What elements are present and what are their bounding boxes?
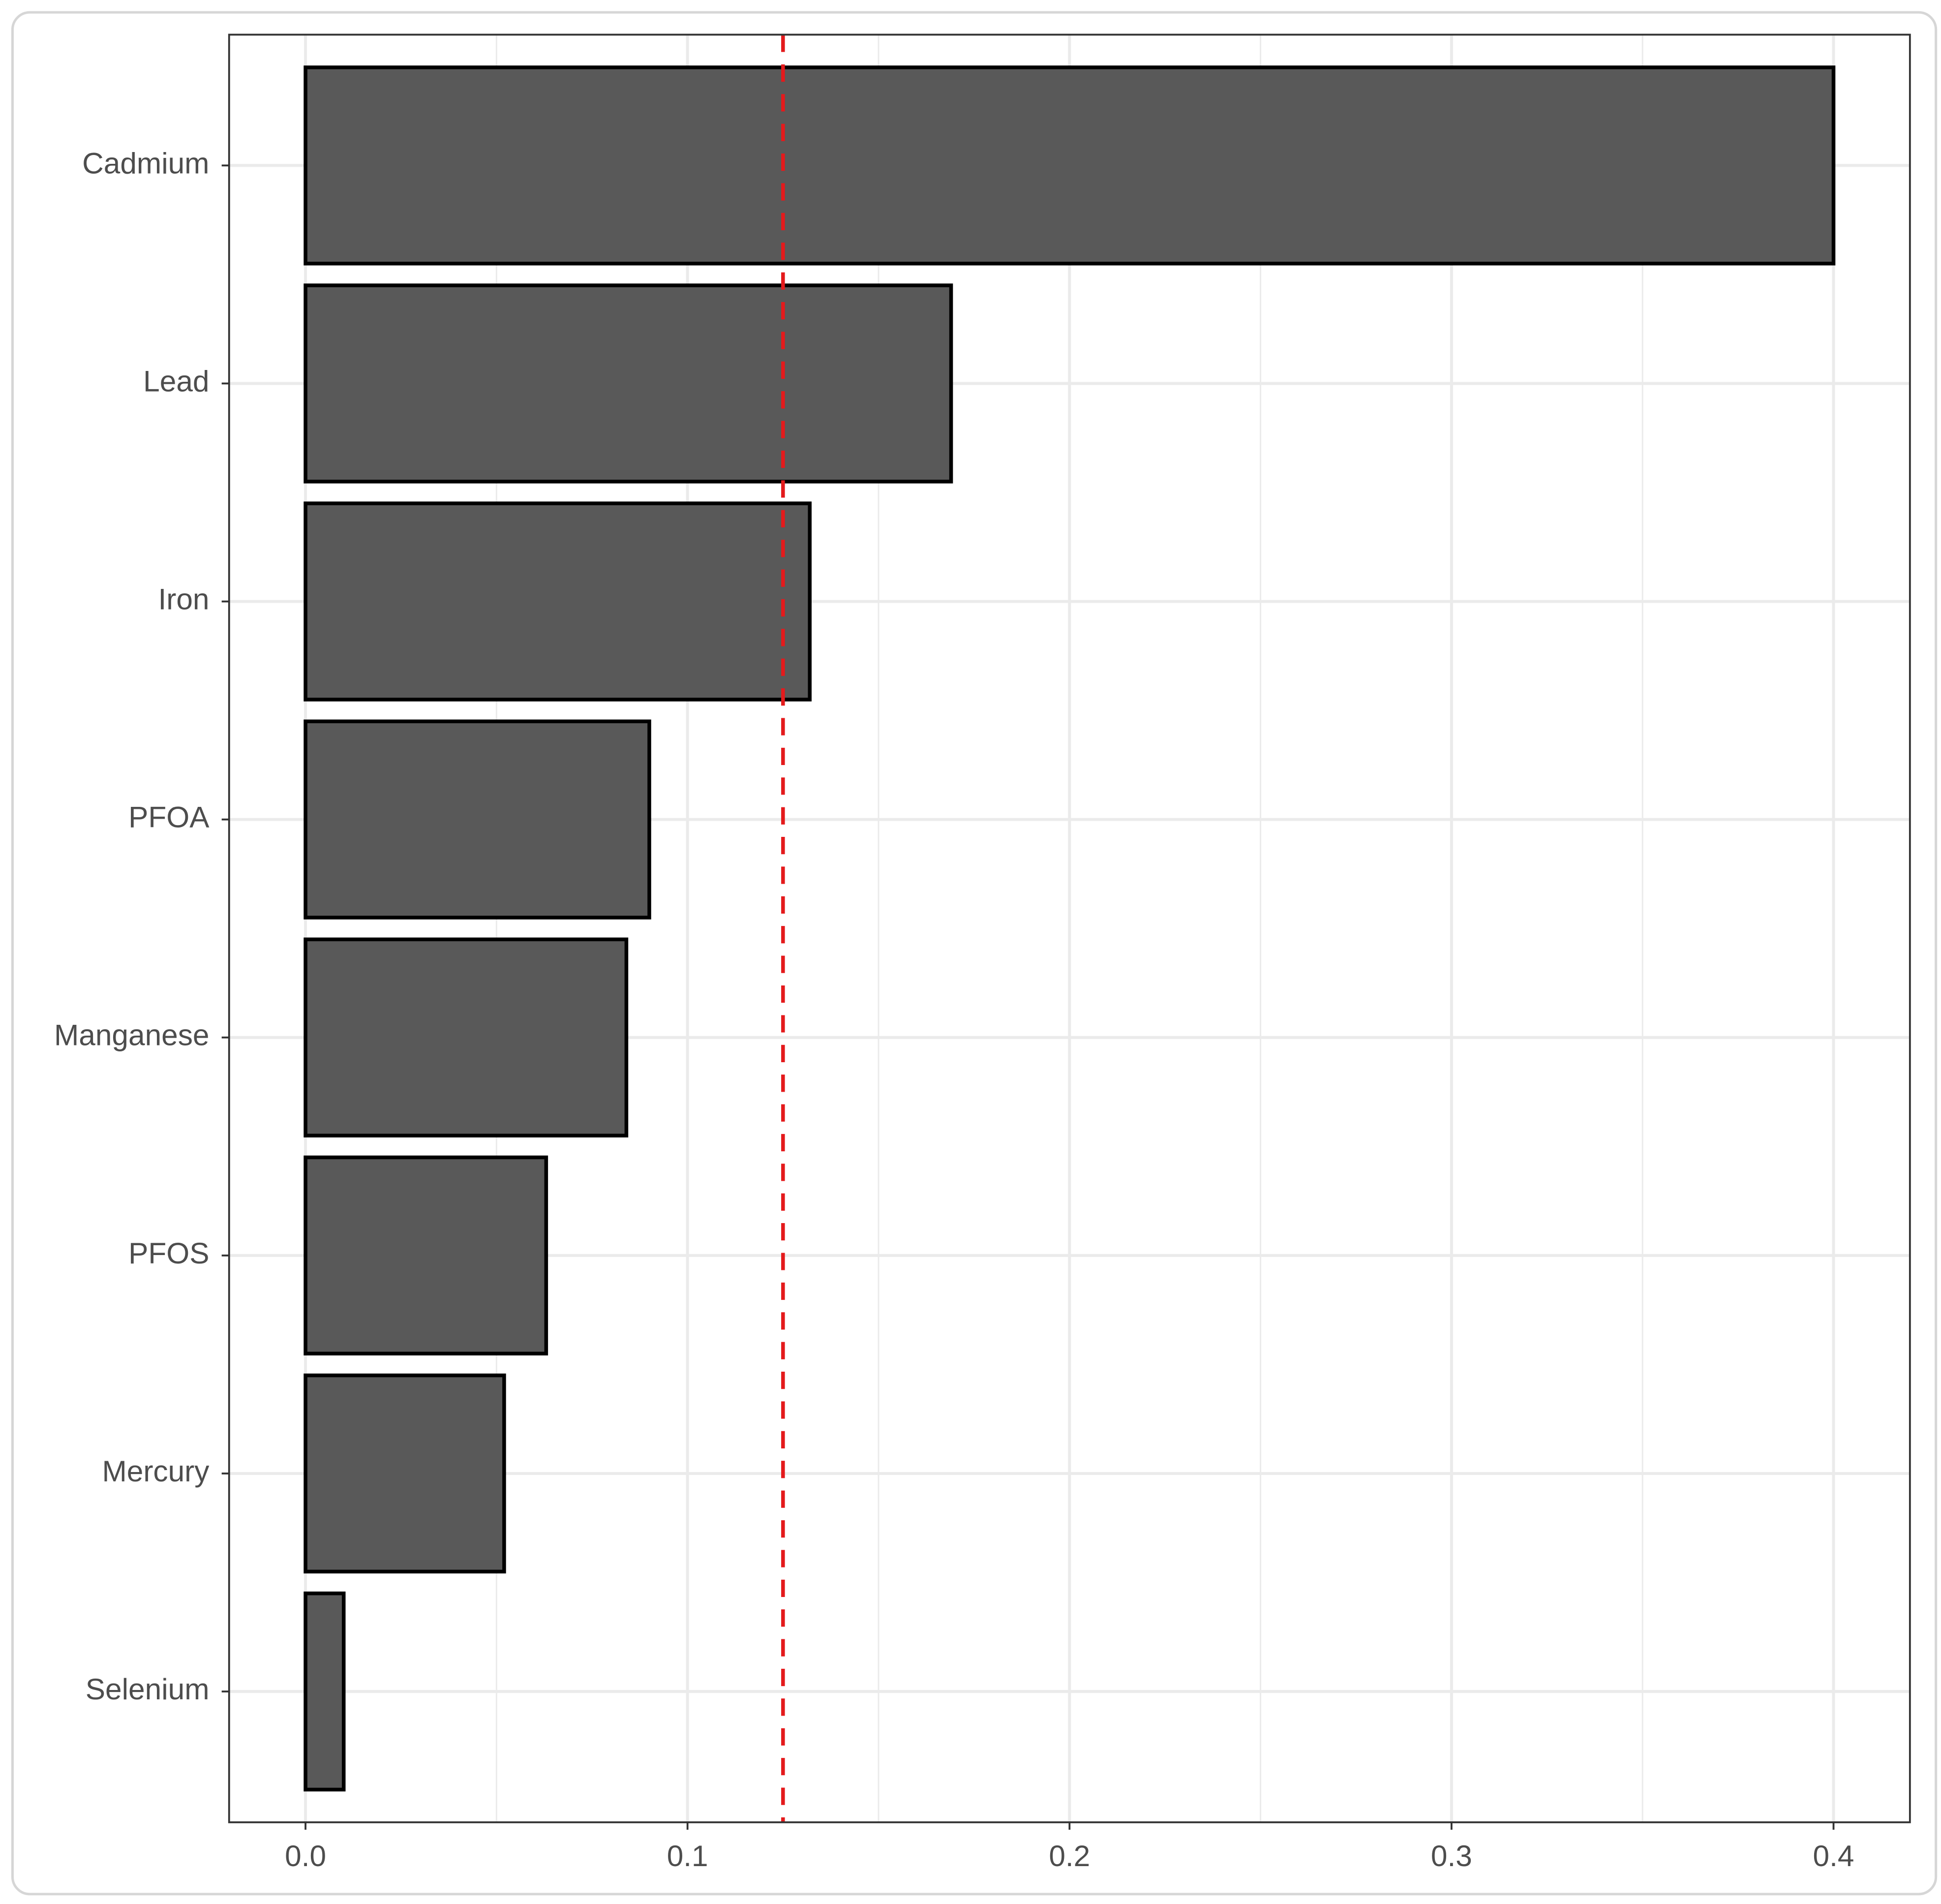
bar bbox=[303, 937, 629, 1137]
y-tick-label: PFOS bbox=[128, 1236, 209, 1270]
panel-border bbox=[228, 33, 1911, 1823]
bar bbox=[303, 1155, 548, 1356]
x-tick-label: 0.4 bbox=[1813, 1839, 1854, 1873]
y-tick-label: Iron bbox=[158, 582, 209, 615]
bar bbox=[303, 1373, 506, 1574]
y-tick-label: Manganese bbox=[54, 1018, 210, 1052]
marks: 0.0 0.1 0.2 0.3 0.4 Cadmium Lead Iron PFOA Mangan… bbox=[54, 33, 1911, 1873]
x-tick-label: 0.3 bbox=[1431, 1839, 1472, 1873]
y-tick-label: Lead bbox=[143, 364, 209, 398]
x-tick-label: 0.2 bbox=[1049, 1839, 1090, 1873]
bar bbox=[303, 1591, 346, 1792]
bar bbox=[303, 283, 953, 484]
x-tick-label: 0.0 bbox=[285, 1839, 326, 1873]
y-tick-label: PFOA bbox=[128, 800, 210, 834]
bar bbox=[303, 719, 651, 920]
bar bbox=[303, 501, 812, 702]
y-tick-label: Cadmium bbox=[82, 146, 209, 180]
bar bbox=[303, 65, 1836, 266]
x-tick-label: 0.1 bbox=[667, 1839, 708, 1873]
frame bbox=[11, 11, 1938, 1896]
y-tick-label: Selenium bbox=[86, 1672, 210, 1706]
y-tick-label: Mercury bbox=[102, 1454, 210, 1488]
